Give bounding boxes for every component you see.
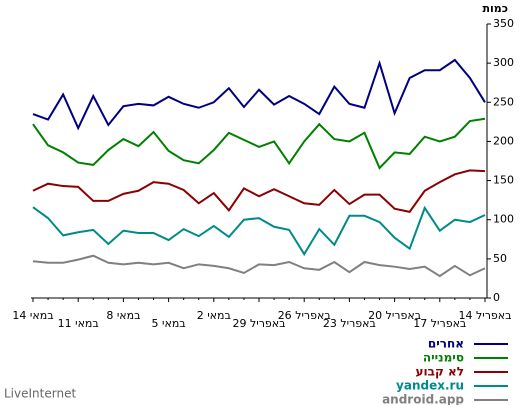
legend-label: סימנייה — [423, 351, 464, 365]
x-tick-label: 23 באפריל — [323, 317, 376, 330]
x-tick-label: 26 באפריל — [278, 309, 331, 322]
x-tick-label: 17 באפריל — [413, 317, 466, 330]
legend-label: לא קבוע — [416, 365, 464, 379]
x-tick-label: 20 באפריל — [368, 309, 421, 322]
x-tick-label: 5 במאי — [152, 317, 186, 330]
y-tick-label: 350 — [493, 17, 514, 30]
watermark: LiveInternet — [4, 387, 76, 401]
x-tick-label: 29 באפריל — [232, 317, 285, 330]
y-tick-label: 100 — [493, 213, 514, 226]
x-tick-label: 14 במאי — [12, 309, 53, 322]
legend-label: אחרים — [428, 337, 464, 351]
y-tick-label: 0 — [493, 291, 500, 304]
x-tick-label: 8 במאי — [106, 309, 140, 322]
legend-label: android.app — [382, 393, 464, 405]
y-axis-title: כמות — [483, 2, 508, 15]
y-tick-label: 50 — [493, 252, 507, 265]
y-tick-label: 200 — [493, 134, 514, 147]
y-tick-label: 300 — [493, 56, 514, 69]
series-line — [32, 117, 486, 170]
x-tick-label: 2 במאי — [197, 309, 231, 322]
x-tick-label: 11 במאי — [58, 317, 99, 330]
y-tick-label: 150 — [493, 174, 514, 187]
series-line — [32, 169, 486, 213]
x-tick-label: 14 באפריל — [458, 309, 511, 322]
series-line — [32, 205, 486, 257]
legend-label: yandex.ru — [396, 379, 464, 393]
series-line — [32, 58, 486, 131]
series-line — [32, 254, 486, 278]
y-tick-label: 250 — [493, 95, 514, 108]
